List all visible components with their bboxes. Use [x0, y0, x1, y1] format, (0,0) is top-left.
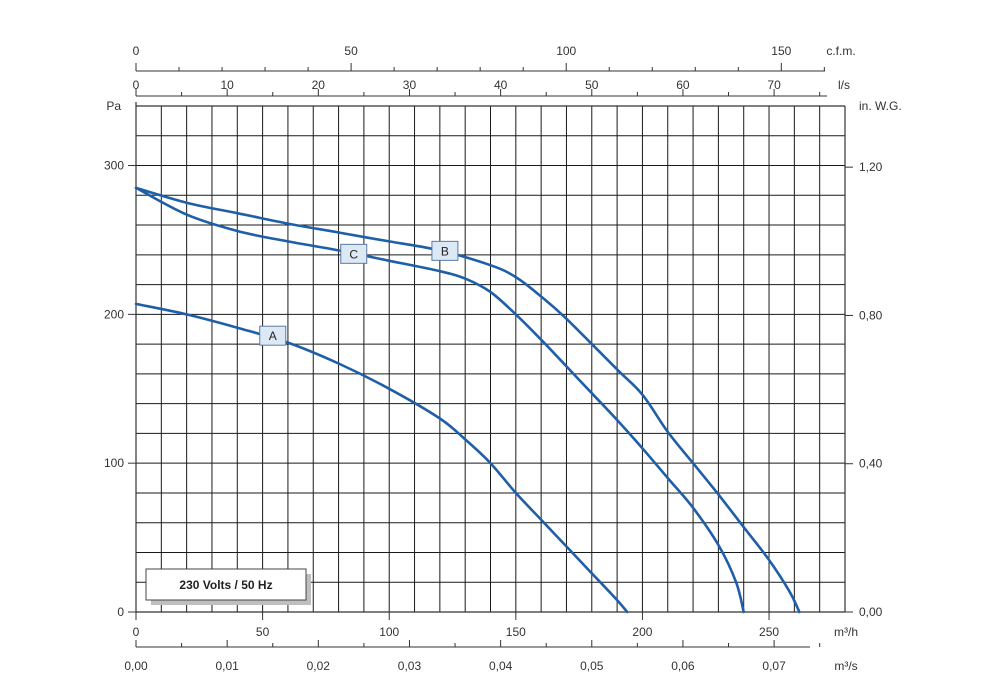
x-ls-tick-label: 20	[312, 78, 326, 92]
y-tick-label: 200	[104, 307, 124, 321]
y-right-tick-label: 0,80	[859, 308, 883, 322]
x-m3s-tick-label: 0,00	[124, 659, 148, 673]
x-m3s-axis-unit: m³/s	[834, 659, 857, 673]
curve-b-label: B	[441, 244, 449, 258]
curve-b-label-box	[431, 240, 459, 261]
y-right-tick-label: 0,40	[859, 457, 883, 471]
x-tick-label: 150	[506, 625, 526, 639]
x-m3s-tick-label: 0,06	[671, 659, 695, 673]
x-cfm-tick-label: 100	[556, 44, 576, 58]
x-ls-tick-label: 10	[220, 78, 234, 92]
x-cfm-tick-label: 150	[771, 44, 791, 58]
y-right-tick-label: 1,20	[859, 160, 883, 174]
x-m3s-tick-label: 0,04	[489, 659, 513, 673]
x-m3s-tick-label: 0,07	[762, 659, 786, 673]
voltage-note: 230 Volts / 50 Hz	[145, 568, 311, 605]
x-tick-label: 100	[379, 625, 399, 639]
voltage-note-text: 230 Volts / 50 Hz	[179, 578, 272, 592]
x-m3s-tick-label: 0,05	[580, 659, 604, 673]
x-ls-tick-label: 60	[676, 78, 690, 92]
curve-c-label: C	[349, 247, 358, 261]
curve-labels: A B C	[259, 240, 459, 346]
y-tick-label: 0	[117, 605, 124, 619]
x-tick-label: 0	[133, 625, 140, 639]
x-cfm-axis-unit: c.f.m.	[826, 44, 855, 58]
curve-a-label: A	[269, 329, 277, 343]
x-axis-unit: m³/h	[834, 625, 858, 639]
x-m3s-tick-label: 0,02	[307, 659, 331, 673]
x-m3s-tick-label: 0,03	[398, 659, 422, 673]
curve-b	[134, 186, 801, 614]
x-ls-tick-label: 70	[767, 78, 781, 92]
x-ls-axis-unit: l/s	[838, 78, 850, 92]
y-tick-label: 300	[104, 159, 124, 173]
curve-a-label-box	[259, 325, 287, 346]
y-right-axis-unit: in. W.G.	[859, 99, 902, 113]
voltage-note-frame	[145, 568, 307, 601]
x-tick-label: 200	[632, 625, 652, 639]
x-m3s-tick-label: 0,01	[215, 659, 239, 673]
y-tick-label: 100	[104, 456, 124, 470]
x-cfm-tick-label: 0	[133, 44, 140, 58]
x-ls-tick-label: 30	[403, 78, 417, 92]
x-tick-label: 250	[759, 625, 779, 639]
curve-a	[134, 302, 629, 614]
y-axis-unit: Pa	[106, 99, 121, 113]
curve-c	[134, 186, 745, 614]
x-ls-tick-label: 50	[585, 78, 599, 92]
grid	[136, 106, 845, 612]
x-ls-tick-label: 40	[494, 78, 508, 92]
x-ls-tick-label: 0	[133, 78, 140, 92]
x-tick-label: 50	[256, 625, 270, 639]
y-right-tick-label: 0,00	[859, 605, 883, 619]
curve-c-label-box	[340, 243, 368, 264]
x-cfm-tick-label: 50	[344, 44, 358, 58]
curves	[134, 186, 801, 614]
